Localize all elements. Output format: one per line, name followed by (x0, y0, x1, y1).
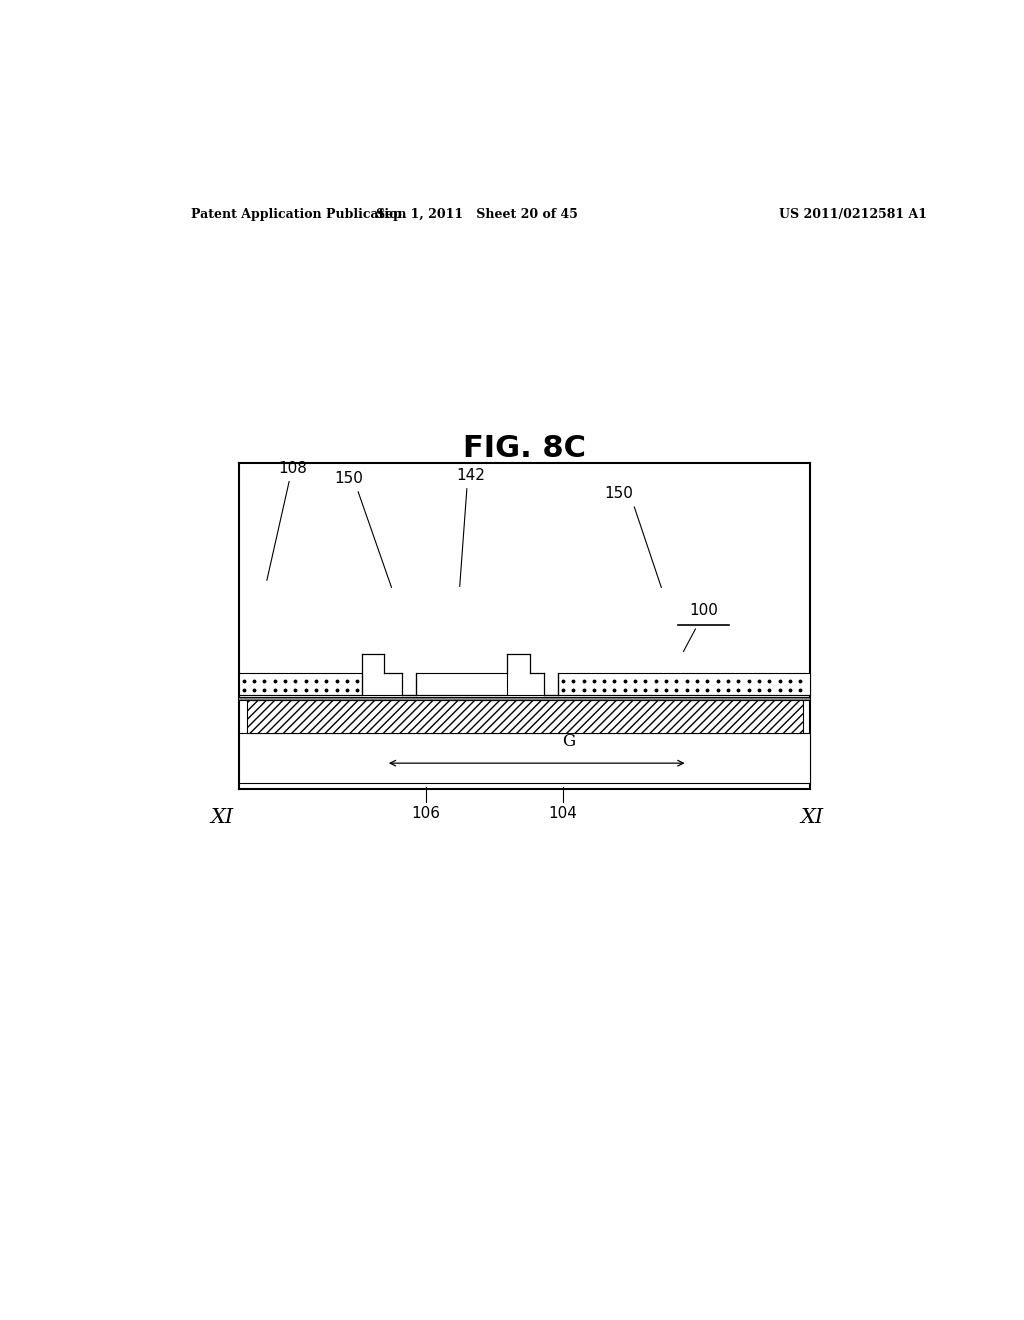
Bar (247, 700, 803, 733)
Text: US 2011/0212581 A1: US 2011/0212581 A1 (778, 207, 927, 220)
Text: 106: 106 (411, 807, 440, 821)
Bar (558, 673, 811, 696)
Text: Sep. 1, 2011   Sheet 20 of 45: Sep. 1, 2011 Sheet 20 of 45 (376, 207, 579, 220)
Text: XI: XI (210, 808, 233, 826)
Text: FIG. 8C: FIG. 8C (463, 433, 587, 462)
Text: 104: 104 (549, 807, 578, 821)
Text: 150: 150 (604, 486, 633, 502)
Bar (240, 673, 362, 696)
Bar (240, 733, 811, 784)
Text: 100: 100 (689, 603, 718, 618)
Text: 108: 108 (279, 461, 307, 477)
Text: G: G (562, 733, 575, 750)
Bar (416, 673, 507, 696)
Text: XI: XI (801, 808, 823, 826)
Text: Patent Application Publication: Patent Application Publication (191, 207, 407, 220)
Text: 150: 150 (334, 471, 364, 486)
Text: 142: 142 (457, 469, 485, 483)
Bar (240, 697, 811, 700)
